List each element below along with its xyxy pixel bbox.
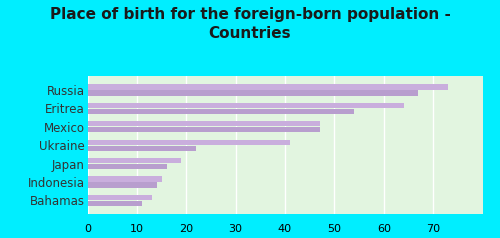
Text: Place of birth for the foreign-born population -
Countries: Place of birth for the foreign-born popu… xyxy=(50,7,450,41)
Bar xyxy=(88,90,418,96)
Bar xyxy=(88,201,142,206)
Bar xyxy=(88,139,290,145)
Bar xyxy=(88,158,182,163)
Bar xyxy=(88,121,320,126)
Bar xyxy=(88,127,320,132)
Bar xyxy=(88,146,196,151)
Bar xyxy=(88,176,162,182)
Bar xyxy=(88,183,156,188)
Bar xyxy=(88,164,166,169)
Bar xyxy=(88,195,152,200)
Bar xyxy=(88,109,354,114)
Bar xyxy=(88,84,448,89)
Bar xyxy=(88,103,404,108)
